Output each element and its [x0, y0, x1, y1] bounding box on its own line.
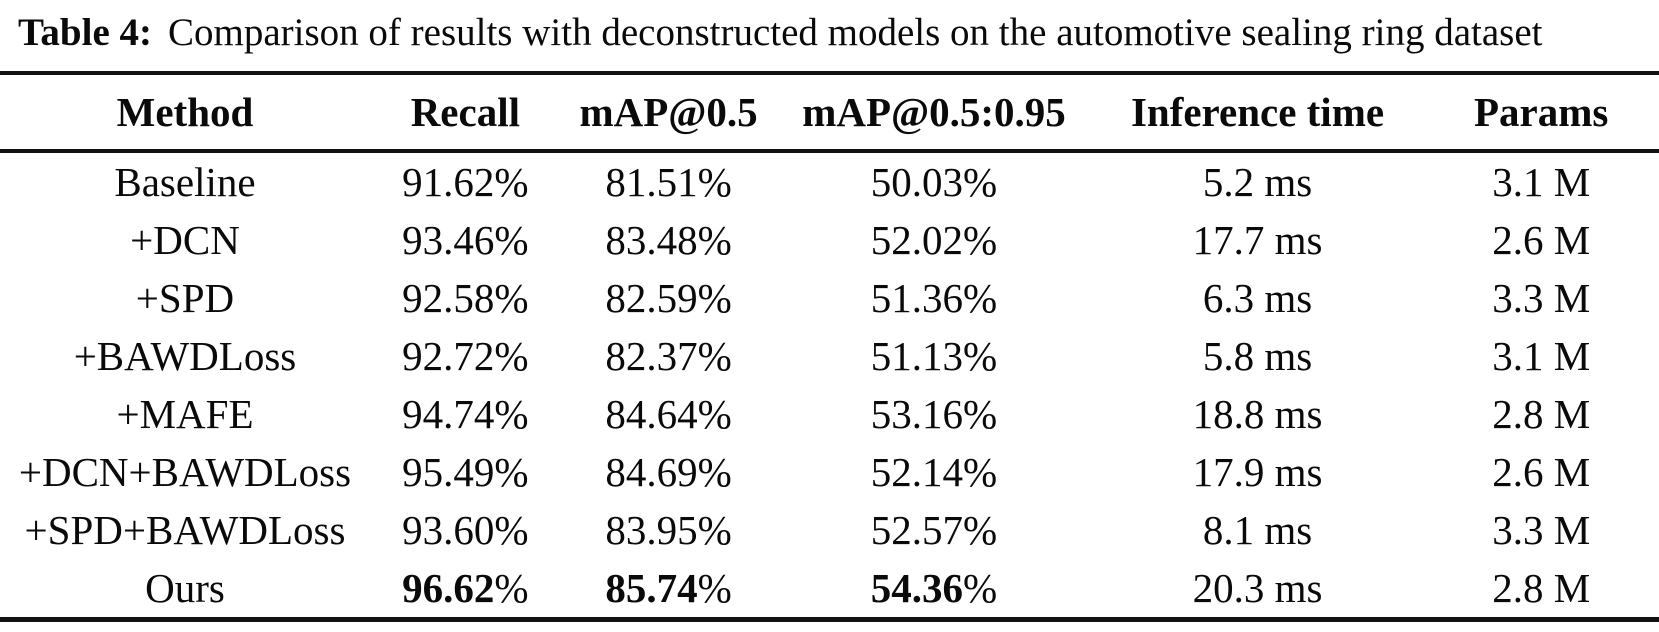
value-cell: 91.62%: [402, 158, 529, 205]
value-cell: 3.1 M: [1492, 158, 1591, 205]
value-cell: 82.59%: [605, 274, 732, 321]
value-cell: 84.69%: [605, 448, 732, 495]
value-cell: 92.58%: [402, 274, 529, 321]
value-cell: 85.74%: [605, 564, 732, 611]
table-row: Ours 96.62% 85.74% 54.36% 20.3 ms 2.8 M: [0, 559, 1659, 620]
value-cell: 3.3 M: [1492, 274, 1591, 321]
value-cell: 93.60%: [402, 506, 529, 553]
method-cell: +SPD+BAWDLoss: [24, 506, 346, 553]
column-header: mAP@0.5:0.95: [802, 88, 1066, 135]
value-cell: 2.6 M: [1492, 216, 1591, 263]
value-cell: 17.7 ms: [1192, 216, 1323, 263]
table-row: +SPD 92.58% 82.59% 51.36% 6.3 ms 3.3 M: [0, 269, 1659, 327]
method-cell: +DCN: [130, 216, 240, 263]
table-row: +MAFE 94.74% 84.64% 53.16% 18.8 ms 2.8 M: [0, 385, 1659, 443]
value-cell: 54.36%: [870, 564, 998, 611]
value-cell: 92.72%: [402, 332, 529, 379]
value-cell: 53.16%: [870, 390, 998, 437]
value-cell: 8.1 ms: [1202, 506, 1313, 553]
table-header-row: Method Recall mAP@0.5 mAP@0.5:0.95 Inference…: [0, 73, 1659, 151]
value-cell: 96.62%: [402, 564, 529, 611]
value-cell: 2.8 M: [1492, 564, 1591, 611]
value-cell: 52.14%: [870, 448, 998, 495]
method-cell: Ours: [145, 564, 225, 611]
value-cell: 17.9 ms: [1192, 448, 1323, 495]
value-cell: 83.48%: [605, 216, 732, 263]
caption-text: Comparison of results with deconstructed…: [168, 11, 1543, 54]
value-cell: 84.64%: [605, 390, 732, 437]
value-cell: 51.36%: [870, 274, 998, 321]
table-row: +DCN 93.46% 83.48% 52.02% 17.7 ms 2.6 M: [0, 211, 1659, 269]
column-header: Method: [116, 88, 254, 135]
value-cell: 82.37%: [605, 332, 732, 379]
value-cell: 51.13%: [870, 332, 998, 379]
value-cell: 94.74%: [402, 390, 529, 437]
value-cell: 52.57%: [870, 506, 998, 553]
table-caption: Table 4: Comparison of results with decon…: [0, 0, 1659, 59]
method-cell: +BAWDLoss: [73, 332, 297, 379]
caption-label: Table 4:: [18, 11, 153, 54]
value-cell: 81.51%: [605, 158, 732, 205]
value-cell: 50.03%: [870, 158, 998, 205]
column-header: Params: [1474, 88, 1609, 135]
method-cell: +SPD: [135, 274, 235, 321]
value-cell: 5.2 ms: [1202, 158, 1313, 205]
value-cell: 5.8 ms: [1202, 332, 1313, 379]
method-cell: +MAFE: [116, 390, 254, 437]
method-cell: Baseline: [114, 158, 256, 205]
column-header: Inference time: [1130, 88, 1385, 135]
value-cell: 95.49%: [402, 448, 529, 495]
table-row: +DCN+BAWDLoss 95.49% 84.69% 52.14% 17.9 ms 2.…: [0, 443, 1659, 501]
value-cell: 93.46%: [402, 216, 529, 263]
results-table: Method Recall mAP@0.5 mAP@0.5:0.95 Inference…: [0, 70, 1659, 622]
column-header: Recall: [410, 88, 520, 135]
value-cell: 2.6 M: [1492, 448, 1591, 495]
value-cell: 52.02%: [870, 216, 998, 263]
value-cell: 18.8 ms: [1192, 390, 1323, 437]
table-row: +SPD+BAWDLoss 93.60% 83.95% 52.57% 8.1 ms 3.3…: [0, 501, 1659, 559]
value-cell: 6.3 ms: [1202, 274, 1313, 321]
method-cell: +DCN+BAWDLoss: [18, 448, 352, 495]
value-cell: 2.8 M: [1492, 390, 1591, 437]
value-cell: 83.95%: [605, 506, 732, 553]
table-row: +BAWDLoss 92.72% 82.37% 51.13% 5.8 ms 3.1 M: [0, 327, 1659, 385]
value-cell: 3.1 M: [1492, 332, 1591, 379]
value-cell: 3.3 M: [1492, 506, 1591, 553]
column-header: mAP@0.5: [579, 88, 758, 135]
table-row: Baseline 91.62% 81.51% 50.03% 5.2 ms 3.1 M: [0, 151, 1659, 211]
value-cell: 20.3 ms: [1192, 564, 1323, 611]
